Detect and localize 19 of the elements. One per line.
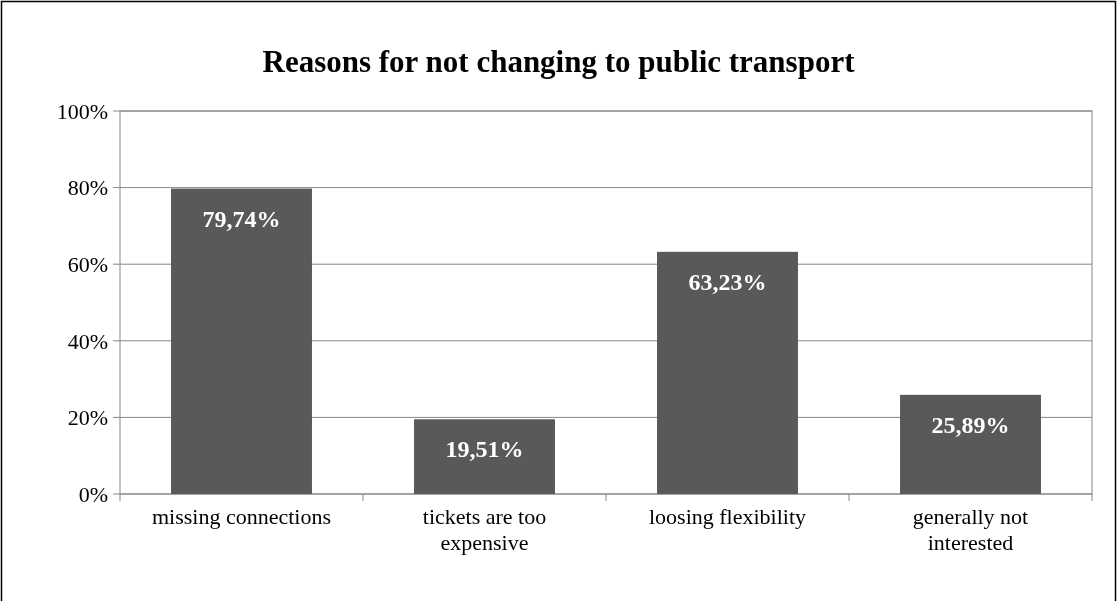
y-tick-label: 0% (78, 481, 108, 507)
data-label: 19,51% (445, 436, 524, 463)
bar (171, 188, 312, 494)
x-tick-label: generally not interested (912, 504, 1029, 555)
y-tick-label: 40% (67, 328, 108, 354)
bar (657, 251, 798, 494)
data-label: 63,23% (688, 268, 767, 295)
bar (414, 419, 555, 494)
bar (900, 394, 1041, 494)
chart-title: Reasons for not changing to public transport (262, 44, 856, 79)
x-tick-label: missing connections (151, 504, 332, 529)
y-tick-label: 100% (56, 98, 108, 124)
y-tick-label: 20% (67, 405, 108, 431)
x-tick-label: tickets are too expensive (422, 504, 547, 555)
x-tick-label: loosing flexibility (648, 504, 807, 529)
data-label: 25,89% (931, 411, 1010, 438)
y-tick-label: 60% (67, 251, 108, 277)
y-tick-label: 80% (67, 175, 108, 201)
data-label: 79,74% (202, 205, 281, 232)
